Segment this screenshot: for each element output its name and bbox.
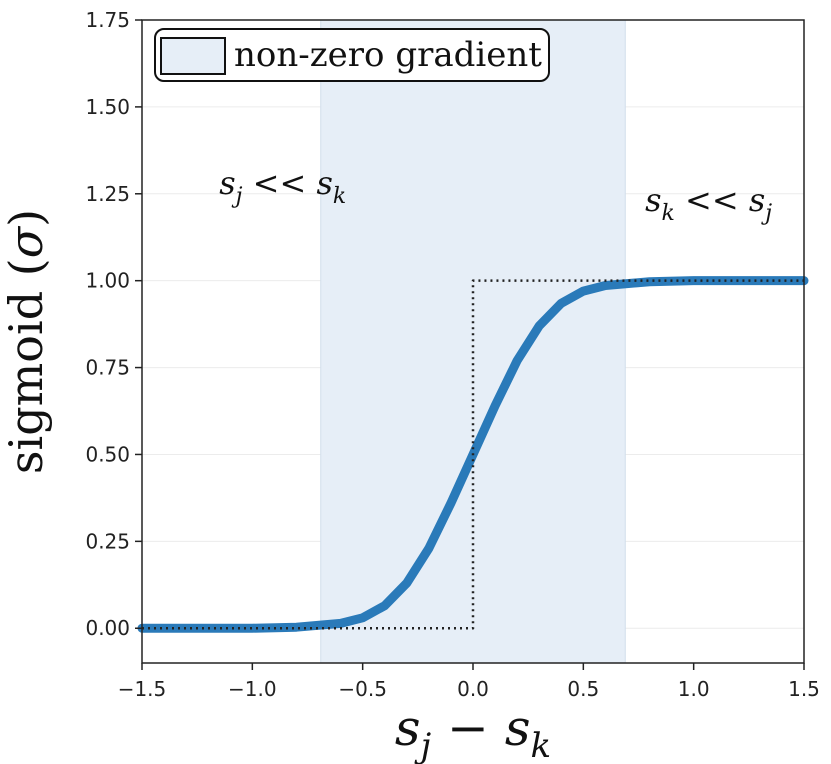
- y-axis-title: sigmoid (σ): [0, 209, 53, 474]
- legend-label: non-zero gradient: [234, 35, 542, 75]
- y-tick-label: 0.75: [85, 356, 130, 380]
- legend-box: [154, 28, 550, 82]
- y-tick-label: 1.75: [85, 8, 130, 32]
- legend-swatch: [160, 37, 226, 75]
- y-tick-label: 1.50: [85, 95, 130, 119]
- x-axis-title: sj − sk: [395, 699, 551, 764]
- x-axis-label: sj − sk: [395, 699, 551, 764]
- x-tick-label: −0.5: [338, 677, 387, 701]
- annotations: sj << sk sk << sj: [219, 164, 772, 226]
- axis-ticks: −1.5 −1.0 −0.5 0.0 0.5 1.0 1.5 0.00 0.25 0.50 0.75…: [85, 8, 819, 701]
- annotation-label: sj << sk: [219, 164, 346, 209]
- x-tick-label: 0.0: [457, 677, 489, 701]
- x-tick-label: −1.5: [118, 677, 167, 701]
- y-tick-label: 1.25: [85, 182, 130, 206]
- x-tick-label: 1.0: [678, 677, 710, 701]
- y-tick-label: 0.00: [85, 616, 130, 640]
- y-tick-label: 0.50: [85, 442, 130, 466]
- x-tick-label: 0.5: [567, 677, 599, 701]
- x-tick-label: −1.0: [228, 677, 277, 701]
- y-axis-label: sigmoid (σ): [0, 209, 53, 474]
- legend: non-zero gradient: [154, 28, 550, 82]
- step-function-line: [142, 279, 804, 630]
- x-tick-label: 1.5: [788, 677, 820, 701]
- annotation-label: sk << sj: [645, 181, 772, 226]
- non-zero-gradient-region: [320, 19, 626, 664]
- y-tick-label: 1.00: [85, 269, 130, 293]
- series-layer: [137, 276, 809, 633]
- y-tick-label: 0.25: [85, 529, 130, 553]
